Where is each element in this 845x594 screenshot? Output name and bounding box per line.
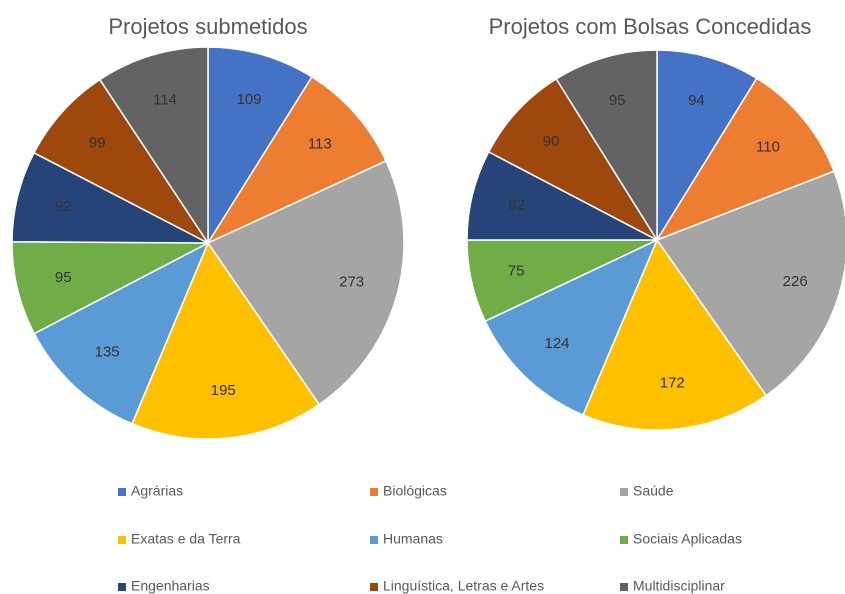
data-label: 114 <box>153 91 177 108</box>
data-label: 195 <box>211 382 236 399</box>
legend-label: Biológicas <box>383 483 447 499</box>
legend-swatch <box>118 488 126 496</box>
data-label: 110 <box>756 139 780 156</box>
legend-swatch <box>118 583 126 591</box>
data-label: 82 <box>508 196 525 213</box>
data-label: 75 <box>508 263 525 280</box>
legend-label: Multidisciplinar <box>633 578 725 594</box>
legend-label: Sociais Aplicadas <box>633 531 742 547</box>
pie-slice <box>98 46 209 246</box>
data-label: 90 <box>543 133 560 150</box>
pie-slice <box>487 77 660 242</box>
legend-swatch <box>370 583 378 591</box>
data-label: 95 <box>55 269 72 286</box>
pie-slice <box>484 238 659 416</box>
legend-swatch <box>370 536 378 544</box>
pie-slice <box>206 159 405 406</box>
pie-slice <box>206 75 387 245</box>
pie-slice <box>555 49 658 243</box>
data-label: 95 <box>609 92 626 109</box>
data-label: 124 <box>545 335 570 352</box>
data-label: 135 <box>95 344 120 361</box>
pie-slice <box>32 78 211 245</box>
chart-title: Projetos com Bolsas Concedidas <box>489 14 812 39</box>
data-label: 113 <box>308 136 332 153</box>
legend-label: Humanas <box>383 531 443 547</box>
pie-slice <box>655 77 836 242</box>
data-label: 172 <box>660 375 685 392</box>
legend-label: Linguística, Letras e Artes <box>383 578 544 594</box>
data-label: 92 <box>55 198 72 215</box>
pie-slice <box>656 49 758 243</box>
legend-swatch <box>620 488 628 496</box>
data-label: 99 <box>89 134 106 151</box>
legend-swatch <box>118 536 126 544</box>
legend-label: Agrárias <box>131 483 183 499</box>
pie-slice <box>207 46 313 246</box>
legend-swatch <box>370 488 378 496</box>
data-label: 94 <box>688 92 705 109</box>
pie-slice <box>655 170 845 397</box>
data-label: 226 <box>783 273 808 290</box>
legend-label: Saúde <box>633 483 674 499</box>
data-label: 109 <box>237 91 262 108</box>
pie-slice <box>11 240 209 335</box>
chart-title: Projetos submetidos <box>108 14 307 39</box>
legend-swatch <box>620 583 628 591</box>
legend-label: Exatas e da Terra <box>131 531 241 547</box>
pie-slice <box>131 241 321 440</box>
legend-swatch <box>620 536 628 544</box>
legend-label: Engenharias <box>131 578 210 594</box>
pie-slice <box>582 238 768 431</box>
pie-slice <box>33 241 210 425</box>
data-label: 273 <box>339 273 364 290</box>
